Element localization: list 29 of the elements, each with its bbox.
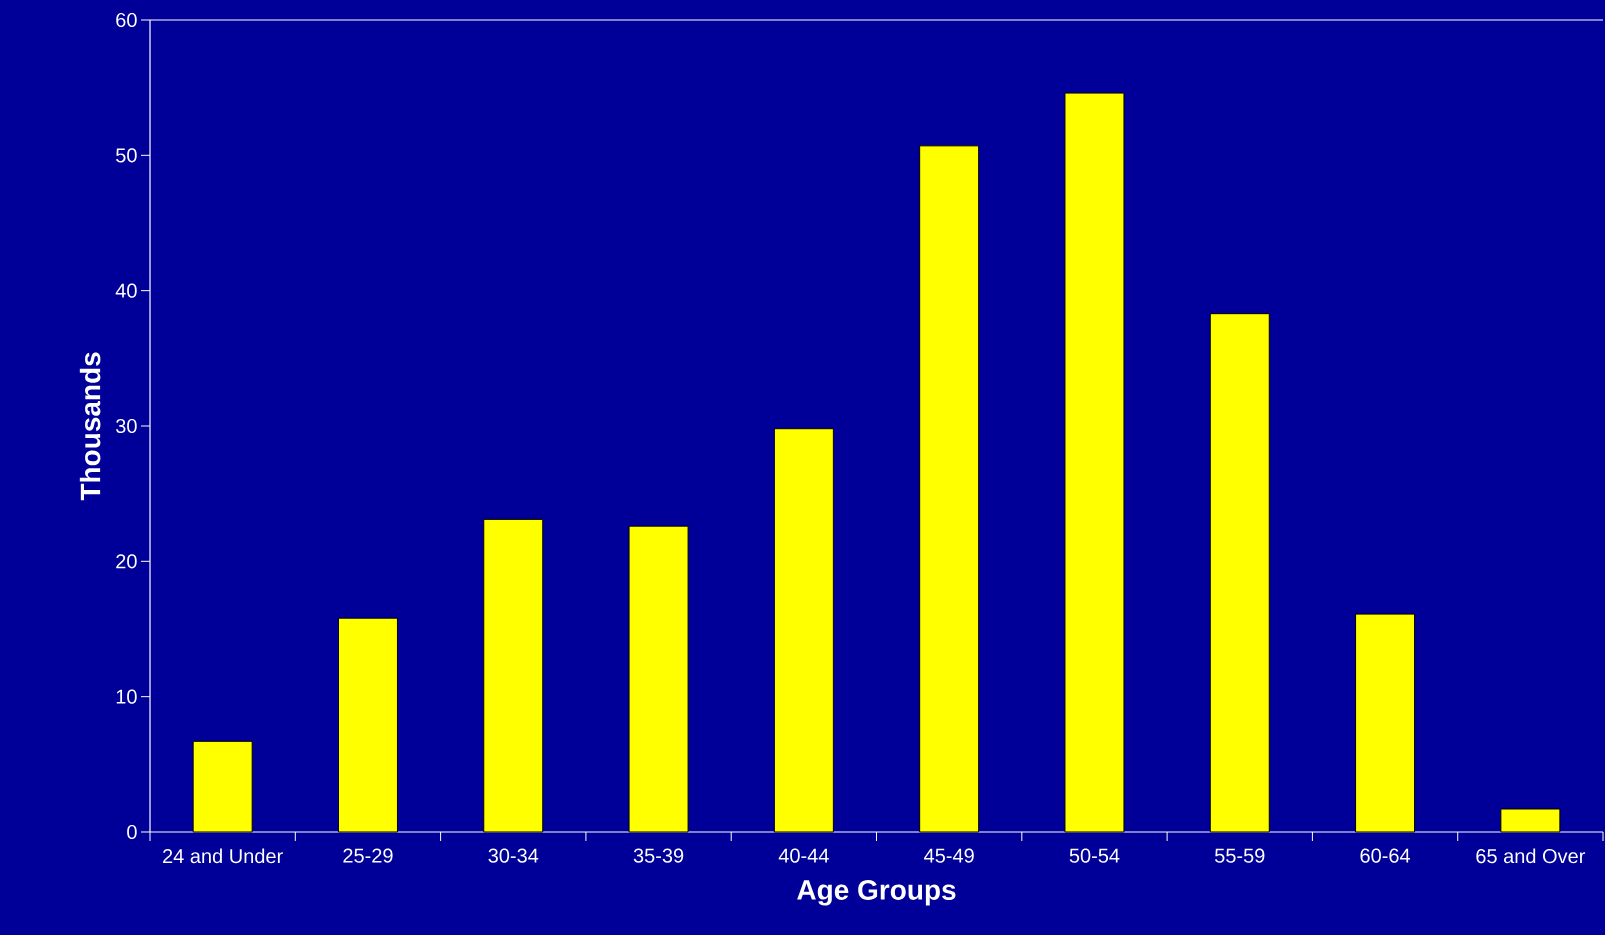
x-tick-label: 30-34	[488, 848, 539, 863]
bar	[483, 518, 544, 833]
bar	[1355, 613, 1416, 833]
x-tick-label: 55-59	[1214, 848, 1265, 863]
bar	[628, 525, 689, 833]
y-tick-label: 30	[116, 418, 137, 434]
x-tick-label: 50-54	[1069, 848, 1120, 863]
x-tick-label: 65 and Over	[1476, 848, 1586, 864]
y-tick-label: 20	[116, 554, 137, 569]
x-tick-label: 40-44	[778, 848, 829, 863]
y-axis-title: Thousands	[79, 352, 101, 501]
x-tick-label: 45-49	[924, 848, 974, 863]
y-tick-label: 40	[115, 283, 137, 298]
bar	[337, 617, 398, 833]
y-tick-label: 0	[127, 824, 137, 840]
x-tick-label: 24 and Under	[163, 848, 283, 864]
x-axis-title: Age Groups	[797, 880, 956, 906]
x-tick-label: 35-39	[633, 848, 684, 863]
bar	[773, 428, 834, 833]
bar	[192, 740, 253, 833]
bar	[1064, 92, 1125, 833]
x-tick-label: 25-29	[343, 848, 393, 863]
bar	[1209, 313, 1270, 833]
y-tick-label: 60	[116, 12, 137, 28]
y-tick-label: 50	[116, 148, 137, 163]
bar	[919, 145, 980, 833]
x-tick-label: 60-64	[1360, 848, 1411, 863]
y-tick-label: 10	[116, 689, 137, 704]
bar	[1500, 808, 1561, 833]
